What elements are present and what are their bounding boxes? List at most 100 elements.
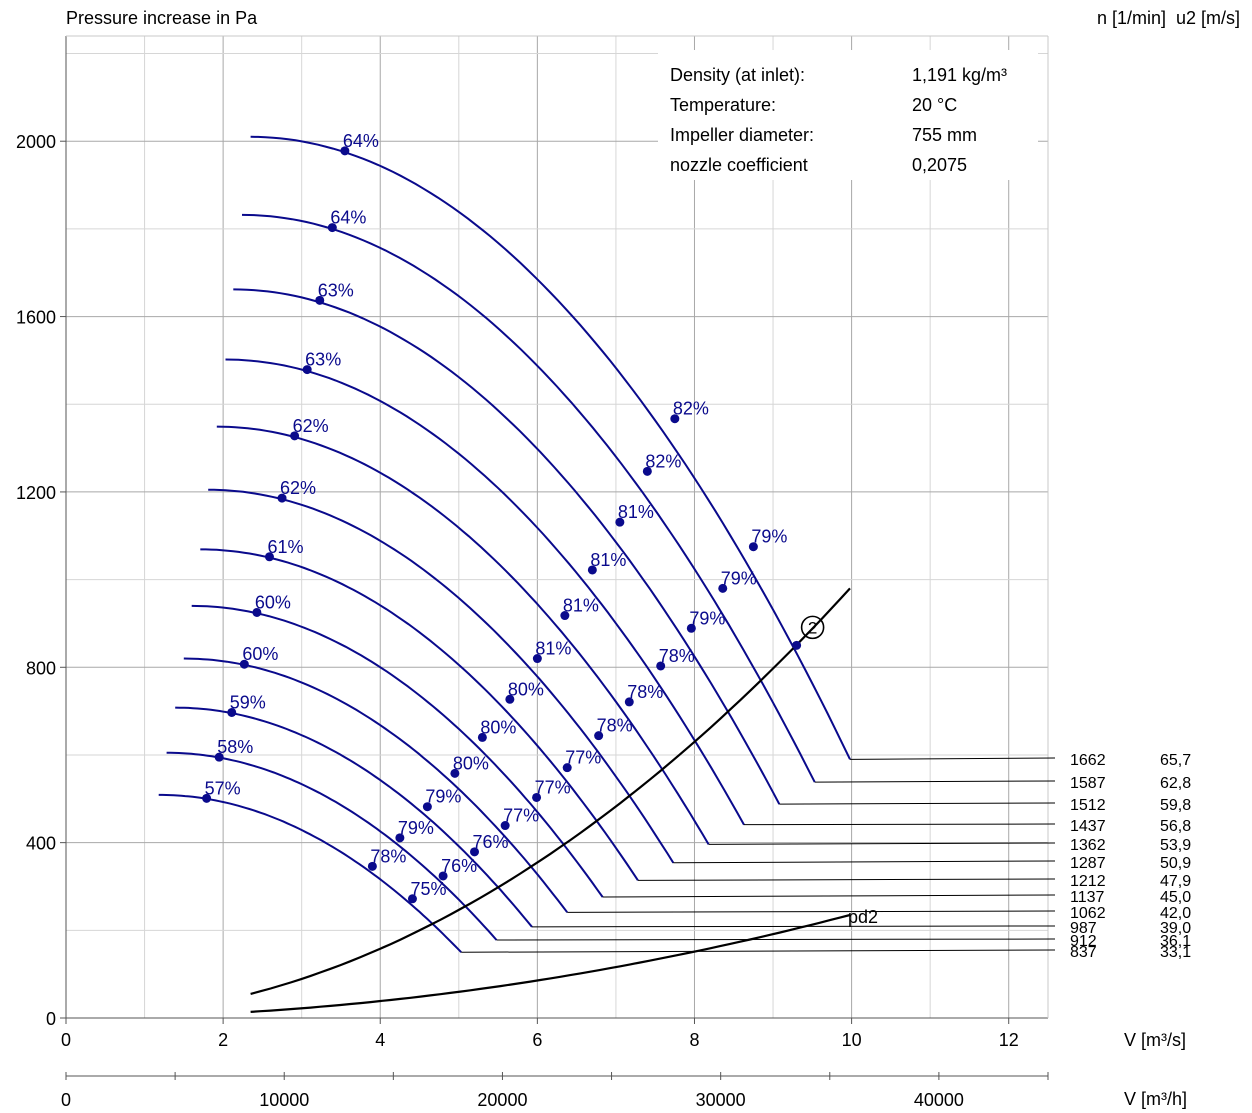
u2-label: 59,8 — [1160, 797, 1191, 814]
fan-curve-1362 — [216, 425, 710, 845]
y-axis-label: Pressure increase in Pa — [66, 8, 258, 28]
info-value: 20 °C — [912, 95, 957, 115]
efficiency-label: 57% — [205, 778, 241, 798]
efficiency-point — [407, 894, 417, 904]
efficiency-label: 78% — [597, 716, 633, 736]
efficiency-point — [594, 731, 604, 741]
x-tick-label: 8 — [689, 1030, 699, 1050]
efficiency-label: 77% — [565, 748, 601, 768]
operating-point — [792, 640, 802, 650]
y-tick-label: 1600 — [16, 308, 56, 328]
u2-label: 39,0 — [1160, 920, 1191, 937]
efficiency-point — [202, 793, 212, 803]
info-label: Impeller diameter: — [670, 125, 814, 145]
efficiency-point — [367, 861, 377, 871]
efficiency-label: 75% — [410, 879, 446, 899]
u2-label: 33,1 — [1160, 944, 1191, 961]
speed-label: 1587 — [1070, 775, 1106, 792]
speed-leader-1137 — [602, 894, 1056, 898]
efficiency-label: 79% — [751, 527, 787, 547]
efficiency-label: 82% — [673, 399, 709, 419]
pd2-curve — [250, 913, 851, 1013]
efficiency-label: 80% — [480, 717, 516, 737]
efficiency-label: 78% — [659, 646, 695, 666]
efficiency-label: 80% — [453, 753, 489, 773]
efficiency-point — [422, 802, 432, 812]
speed-leader-1362 — [708, 842, 1056, 845]
y-tick-label: 0 — [46, 1009, 56, 1029]
operating-point-marker — [800, 615, 825, 640]
y-tick-label: 400 — [26, 834, 56, 854]
speed-label: 1287 — [1070, 855, 1106, 872]
x-tick-label: 10 — [842, 1030, 862, 1050]
efficiency-point — [562, 763, 572, 773]
efficiency-point — [624, 697, 634, 707]
info-value: 755 mm — [912, 125, 977, 145]
efficiency-point — [670, 414, 680, 424]
speed-leader-837 — [461, 949, 1056, 953]
u2-label: 36,1 — [1160, 933, 1191, 950]
efficiency-point — [239, 659, 249, 669]
efficiency-label: 81% — [618, 502, 654, 522]
efficiency-label: 62% — [293, 416, 329, 436]
efficiency-point — [214, 752, 224, 762]
efficiency-label: 58% — [217, 737, 253, 757]
speed-label: 1362 — [1070, 837, 1106, 854]
efficiency-label: 81% — [563, 596, 599, 616]
x2-tick-label: 20000 — [477, 1090, 527, 1110]
efficiency-point — [656, 661, 666, 671]
u2-label: 53,9 — [1160, 837, 1191, 854]
speed-labels: 1662 65,7 1587 62,8 1512 59,8 1437 56,8 1362 53,9… — [461, 752, 1191, 961]
u2-label: 50,9 — [1160, 855, 1191, 872]
u2-label: 56,8 — [1160, 818, 1191, 835]
speed-leader-1287 — [673, 860, 1056, 864]
efficiency-point — [438, 871, 448, 881]
x2-tick-label: 10000 — [259, 1090, 309, 1110]
u2-label: 45,0 — [1160, 889, 1191, 906]
efficiency-label: 60% — [242, 644, 278, 664]
speed-label: 1137 — [1070, 889, 1105, 906]
right-header: n [1/min] u2 [m/s] — [1097, 8, 1240, 28]
efficiency-point — [642, 466, 652, 476]
efficiency-label: 62% — [280, 478, 316, 498]
speed-label: 1062 — [1070, 905, 1106, 922]
speed-leader-1437 — [743, 823, 1056, 826]
info-box-bg — [658, 50, 1038, 180]
info-label: Density (at inlet): — [670, 65, 805, 85]
u2-label: 65,7 — [1160, 752, 1191, 769]
operating-point-label: 2 — [808, 618, 817, 637]
efficiency-label: 64% — [330, 208, 366, 228]
efficiency-point — [227, 707, 237, 717]
efficiency-label: 64% — [343, 131, 379, 151]
info-label: Temperature: — [670, 95, 776, 115]
efficiency-label: 59% — [230, 692, 266, 712]
speed-leader-1512 — [779, 802, 1056, 805]
efficiency-label: 79% — [425, 787, 461, 807]
efficiency-point — [315, 295, 325, 305]
fan-curves: 64% 82% 79% 64% 82% 79% 63% 81% 79% 63% 81% 78% 62% 8… — [158, 131, 851, 953]
x-tick-label: 12 — [999, 1030, 1019, 1050]
efficiency-label: 81% — [535, 639, 571, 659]
efficiency-point — [470, 847, 480, 857]
efficiency-point — [532, 654, 542, 664]
x2-tick-label: 0 — [61, 1090, 71, 1110]
y-tick-label: 800 — [26, 658, 56, 678]
efficiency-point — [277, 493, 287, 503]
u2-label: 42,0 — [1160, 905, 1191, 922]
y-tick-label: 1200 — [16, 483, 56, 503]
x-tick-label: 6 — [532, 1030, 542, 1050]
efficiency-point — [500, 821, 510, 831]
x-tick-label: 4 — [375, 1030, 385, 1050]
efficiency-point — [532, 792, 542, 802]
efficiency-point — [302, 365, 312, 375]
efficiency-point — [560, 611, 570, 621]
info-value: 1,191 kg/m³ — [912, 65, 1007, 85]
speed-label: 1512 — [1070, 797, 1106, 814]
efficiency-label: 78% — [627, 682, 663, 702]
speed-label: 1212 — [1070, 873, 1106, 890]
speed-label: 837 — [1070, 944, 1097, 961]
x-tick-label: 0 — [61, 1030, 71, 1050]
efficiency-point — [395, 833, 405, 843]
speed-leader-987 — [531, 925, 1056, 928]
